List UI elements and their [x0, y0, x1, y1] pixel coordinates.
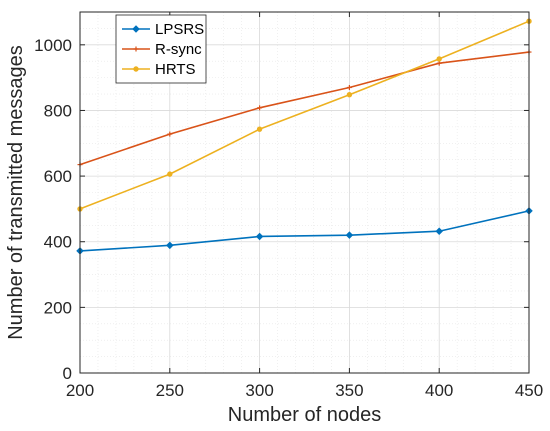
- data-point: [345, 231, 354, 239]
- legend-label: LPSRS: [155, 21, 204, 38]
- data-point: [435, 227, 443, 235]
- legend: LPSRS R-sync HRTS: [115, 14, 207, 84]
- data-point: [255, 232, 264, 241]
- series-hrts: [77, 18, 532, 212]
- y-tick-label: 800: [44, 101, 72, 120]
- data-point: [167, 131, 173, 137]
- y-tick-label: 1000: [34, 36, 72, 55]
- plot-frame: [79, 11, 530, 374]
- y-tick-label: 200: [44, 298, 72, 317]
- y-tick-label: 400: [44, 233, 72, 252]
- series-line: [79, 20, 530, 210]
- data-point: [256, 126, 263, 132]
- legend-item: LPSRS: [122, 21, 204, 38]
- legend-label: HRTS: [155, 61, 196, 78]
- x-tick-label: 450: [515, 381, 543, 400]
- data-point: [257, 105, 263, 111]
- x-tick-label: 350: [335, 381, 363, 400]
- data-point: [166, 241, 174, 250]
- series-layer: [76, 18, 533, 255]
- data-point: [436, 56, 442, 62]
- series-line: [79, 210, 530, 252]
- data-point: [167, 171, 173, 177]
- data-point: [133, 46, 139, 52]
- axes: [79, 11, 530, 374]
- x-tick-label: 250: [156, 381, 184, 400]
- series-lpsrs: [76, 207, 533, 255]
- y-tick-label: 0: [63, 364, 72, 383]
- data-point: [346, 84, 352, 90]
- legend-label: R-sync: [155, 41, 202, 58]
- y-tick-label: 600: [44, 167, 72, 186]
- x-axis-label: Number of nodes: [228, 404, 381, 426]
- data-point: [132, 25, 140, 33]
- x-tick-label: 300: [245, 381, 273, 400]
- legend-item: HRTS: [122, 61, 196, 78]
- series-line: [79, 51, 530, 166]
- legend-item: R-sync: [122, 41, 202, 58]
- x-tick-label: 400: [425, 381, 453, 400]
- data-point: [346, 92, 353, 98]
- data-point: [133, 66, 139, 72]
- y-axis-label: Number of transmitted messages: [5, 45, 27, 340]
- x-tick-label: 200: [66, 381, 94, 400]
